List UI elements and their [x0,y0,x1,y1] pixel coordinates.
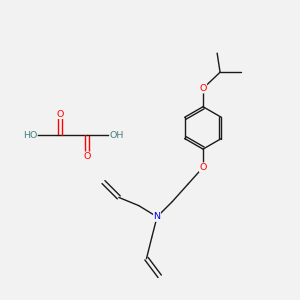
Text: O: O [83,152,90,161]
Text: O: O [199,84,207,93]
Text: N: N [154,212,160,221]
Text: O: O [199,163,207,172]
Text: HO: HO [23,131,37,140]
Text: O: O [56,110,64,118]
Text: OH: OH [110,131,124,140]
